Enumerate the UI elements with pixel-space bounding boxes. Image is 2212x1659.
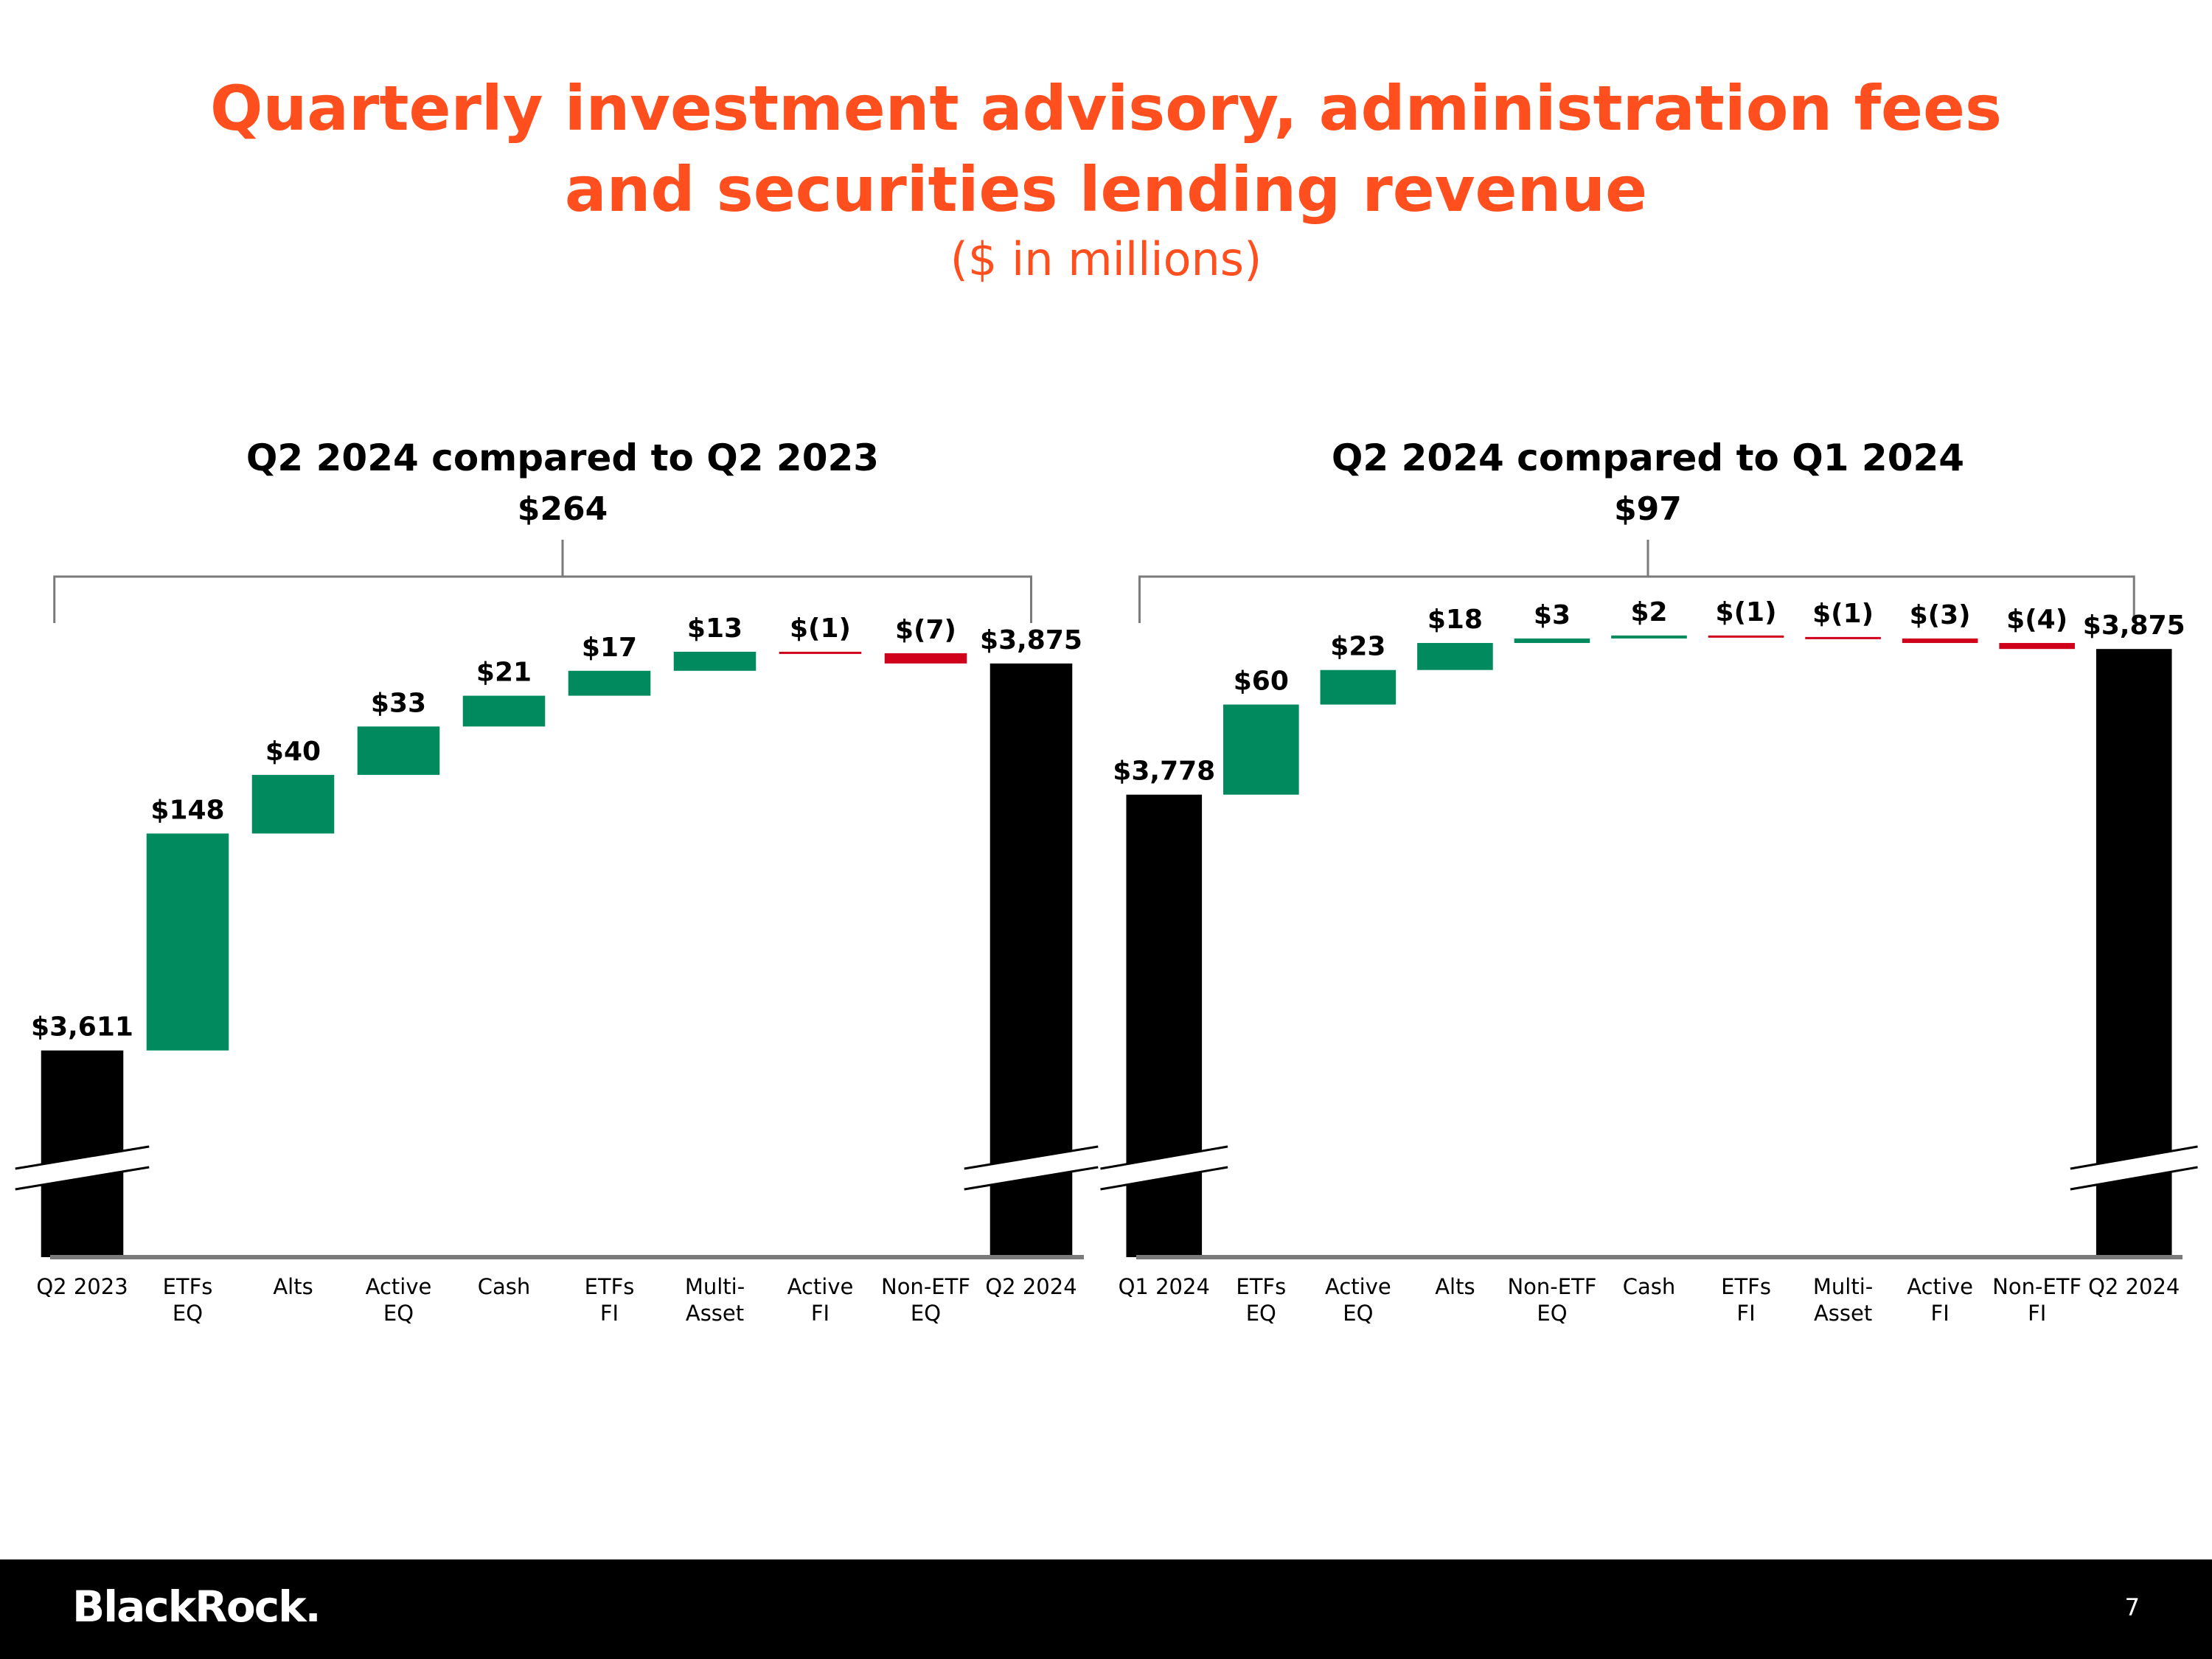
chart-1-bar-4 <box>357 726 440 775</box>
chart-1-category-label-6-line-2: FI <box>600 1301 619 1326</box>
chart-1-axis-break-line-a-1 <box>15 1145 150 1170</box>
chart-1-category-label-1: Q2 2023 <box>36 1274 128 1299</box>
chart-2-data-label-5: $3 <box>1534 600 1571 630</box>
chart-1-data-label-1: $3,611 <box>31 1012 133 1043</box>
chart-1-category-label-2-line-2: EQ <box>173 1301 203 1326</box>
footer-bar: BlackRock. 7 <box>0 1559 2212 1659</box>
chart-2-axis-break-line-a-2 <box>2070 1145 2198 1170</box>
chart-2-change-label: $97 <box>1614 490 1682 528</box>
chart-1-bar-3 <box>251 774 335 834</box>
chart-2-data-label-2: $60 <box>1234 667 1289 697</box>
chart-1-category-label-6: ETFs <box>585 1274 635 1299</box>
chart-1-data-label-6: $17 <box>582 633 637 663</box>
chart-2-bar-6 <box>1611 635 1687 639</box>
chart-1-category-label-5: Cash <box>478 1274 531 1299</box>
chart-1-bar-6 <box>568 670 651 696</box>
chart-1-category-label-8-line-2: FI <box>811 1301 830 1326</box>
chart-2-axis-break-gap-2 <box>2070 1147 2198 1189</box>
chart-1-data-label-9: $(7) <box>895 615 956 645</box>
chart-2-data-label-4: $18 <box>1427 605 1483 635</box>
chart-2-axis-break-line-a-1 <box>1100 1145 1228 1170</box>
chart-2-category-label-5: Non-ETF <box>1507 1274 1596 1299</box>
chart-1-category-label-7: Multi- <box>685 1274 745 1299</box>
chart-1-category-label-3: Alts <box>273 1274 313 1299</box>
chart-1-bar-2 <box>146 833 229 1051</box>
chart-2-bar-10 <box>1999 643 2075 650</box>
chart-2-category-label-8: Multi- <box>1813 1274 1873 1299</box>
chart-2-axis-break-gap-1 <box>1100 1147 1228 1189</box>
chart-1-data-label-10: $3,875 <box>980 625 1082 655</box>
chart-1-bracket <box>53 540 1032 623</box>
page-number: 7 <box>2124 1593 2140 1621</box>
chart-1-category-label-4: Active <box>366 1274 432 1299</box>
chart-2-category-label-9-line-2: FI <box>1931 1301 1950 1326</box>
chart-2-category-label-2-line-2: EQ <box>1246 1301 1276 1326</box>
chart-2-bar-3 <box>1320 669 1397 705</box>
chart-1-data-label-8: $(1) <box>790 613 851 644</box>
chart-1-category-label-10: Q2 2024 <box>985 1274 1077 1299</box>
chart-2-category-label-7-line-2: FI <box>1736 1301 1755 1326</box>
chart-1-data-label-3: $40 <box>265 737 321 767</box>
blackrock-logo: BlackRock. <box>72 1582 321 1632</box>
page-title: Quarterly investment advisory, administr… <box>0 68 2212 230</box>
chart-1-change-label: $264 <box>518 490 608 528</box>
title-line-2: and securities lending revenue <box>564 153 1648 226</box>
chart-2-category-label-9: Active <box>1907 1274 1973 1299</box>
chart-1-axis-break-line-b-1 <box>15 1166 150 1191</box>
chart-2-category-label-4: Alts <box>1435 1274 1475 1299</box>
chart-2-axis-break-line-b-1 <box>1100 1166 1228 1191</box>
chart-2-bar-5 <box>1514 638 1590 644</box>
chart-2-bar-8 <box>1805 636 1881 639</box>
chart-2-bracket <box>1138 540 2135 623</box>
chart-2-category-label-5-line-2: EQ <box>1537 1301 1567 1326</box>
page-subtitle: ($ in millions) <box>950 232 1262 286</box>
chart-2-category-label-3: Active <box>1325 1274 1391 1299</box>
chart-2-title: Q2 2024 compared to Q1 2024 <box>1332 437 1964 479</box>
chart-2-category-label-11: Q2 2024 <box>2088 1274 2180 1299</box>
chart-2-category-label-1: Q1 2024 <box>1119 1274 1210 1299</box>
chart-1-category-label-8: Active <box>787 1274 854 1299</box>
chart-1-category-label-7-line-2: Asset <box>686 1301 744 1326</box>
chart-1-data-label-7: $13 <box>687 613 742 644</box>
chart-2-data-label-1: $3,778 <box>1113 757 1215 787</box>
chart-2-data-label-9: $(3) <box>1910 600 1971 630</box>
chart-1-data-label-2: $148 <box>150 795 224 825</box>
chart-2-data-label-11: $3,875 <box>2083 611 2185 641</box>
title-line-1: Quarterly investment advisory, administr… <box>210 72 2002 145</box>
chart-1-data-label-5: $21 <box>476 658 532 688</box>
chart-1-bar-9 <box>884 653 967 664</box>
chart-2-category-label-2: ETFs <box>1236 1274 1286 1299</box>
chart-1-bar-5 <box>462 695 546 727</box>
chart-2-axis-break-line-b-2 <box>2070 1166 2198 1191</box>
chart-1-category-label-9: Non-ETF <box>881 1274 970 1299</box>
chart-2-bar-1 <box>1126 794 1203 1257</box>
chart-2-bar-9 <box>1902 638 1978 644</box>
chart-2-bar-4 <box>1417 643 1493 670</box>
chart-2-category-label-8-line-2: Asset <box>1814 1301 1872 1326</box>
chart-2-bar-7 <box>1708 635 1784 638</box>
chart-2-category-label-6: Cash <box>1623 1274 1676 1299</box>
chart-1-axis-break-line-a-2 <box>964 1145 1099 1170</box>
chart-1-bar-8 <box>779 651 862 654</box>
chart-1-axis-break-line-b-2 <box>964 1166 1099 1191</box>
chart-2-data-label-8: $(1) <box>1812 599 1874 629</box>
chart-1-category-label-4-line-2: EQ <box>383 1301 414 1326</box>
chart-2-data-label-10: $(4) <box>2006 605 2067 635</box>
chart-2-bar-2 <box>1223 704 1299 795</box>
chart-1-title: Q2 2024 compared to Q2 2023 <box>246 437 879 479</box>
chart-1-category-label-9-line-2: EQ <box>911 1301 941 1326</box>
chart-1-category-label-2: ETFs <box>163 1274 213 1299</box>
chart-2-category-label-10-line-2: FI <box>2028 1301 2046 1326</box>
chart-2-category-label-10: Non-ETF <box>1992 1274 2081 1299</box>
chart-2-data-label-7: $(1) <box>1716 597 1777 627</box>
chart-1-bar-7 <box>673 651 757 671</box>
chart-2-category-label-7: ETFs <box>1721 1274 1771 1299</box>
chart-1-data-label-4: $33 <box>371 688 426 718</box>
chart-1-axis-break-gap-1 <box>15 1147 150 1189</box>
chart-1-axis-break-gap-2 <box>964 1147 1099 1189</box>
chart-2-category-label-3-line-2: EQ <box>1343 1301 1373 1326</box>
chart-2-data-label-3: $23 <box>1330 632 1385 662</box>
chart-2-data-label-6: $2 <box>1630 597 1667 627</box>
